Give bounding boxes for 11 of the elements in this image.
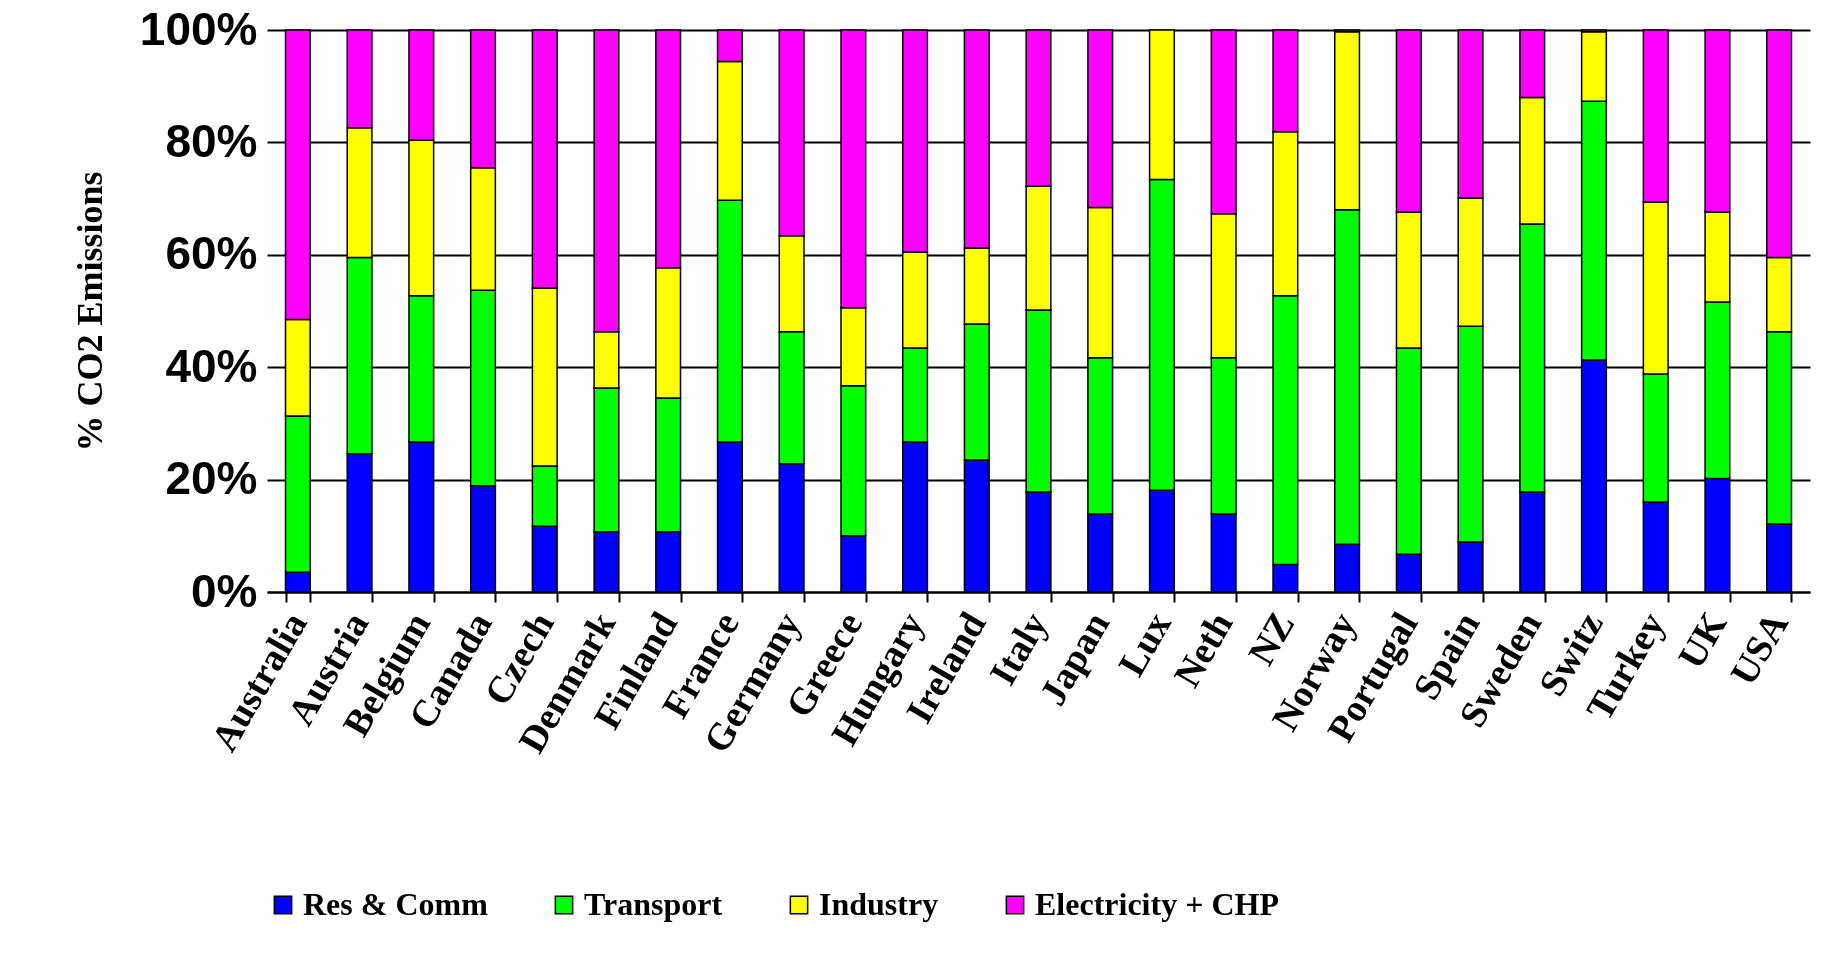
legend-label: Transport — [584, 886, 723, 922]
y-tick-label: 80% — [165, 114, 258, 167]
y-tick-label: 100% — [139, 2, 258, 55]
legend-label: Res & Comm — [303, 886, 489, 922]
y-tick-label: 60% — [165, 227, 258, 280]
y-tick-label: 0% — [191, 564, 258, 617]
y-tick-label: 40% — [165, 339, 258, 392]
legend-label: Electricity + CHP — [1035, 886, 1279, 922]
legend-label: Industry — [819, 886, 939, 922]
y-axis-title: % CO2 Emissions — [69, 171, 110, 452]
y-tick-label: 20% — [165, 452, 258, 505]
